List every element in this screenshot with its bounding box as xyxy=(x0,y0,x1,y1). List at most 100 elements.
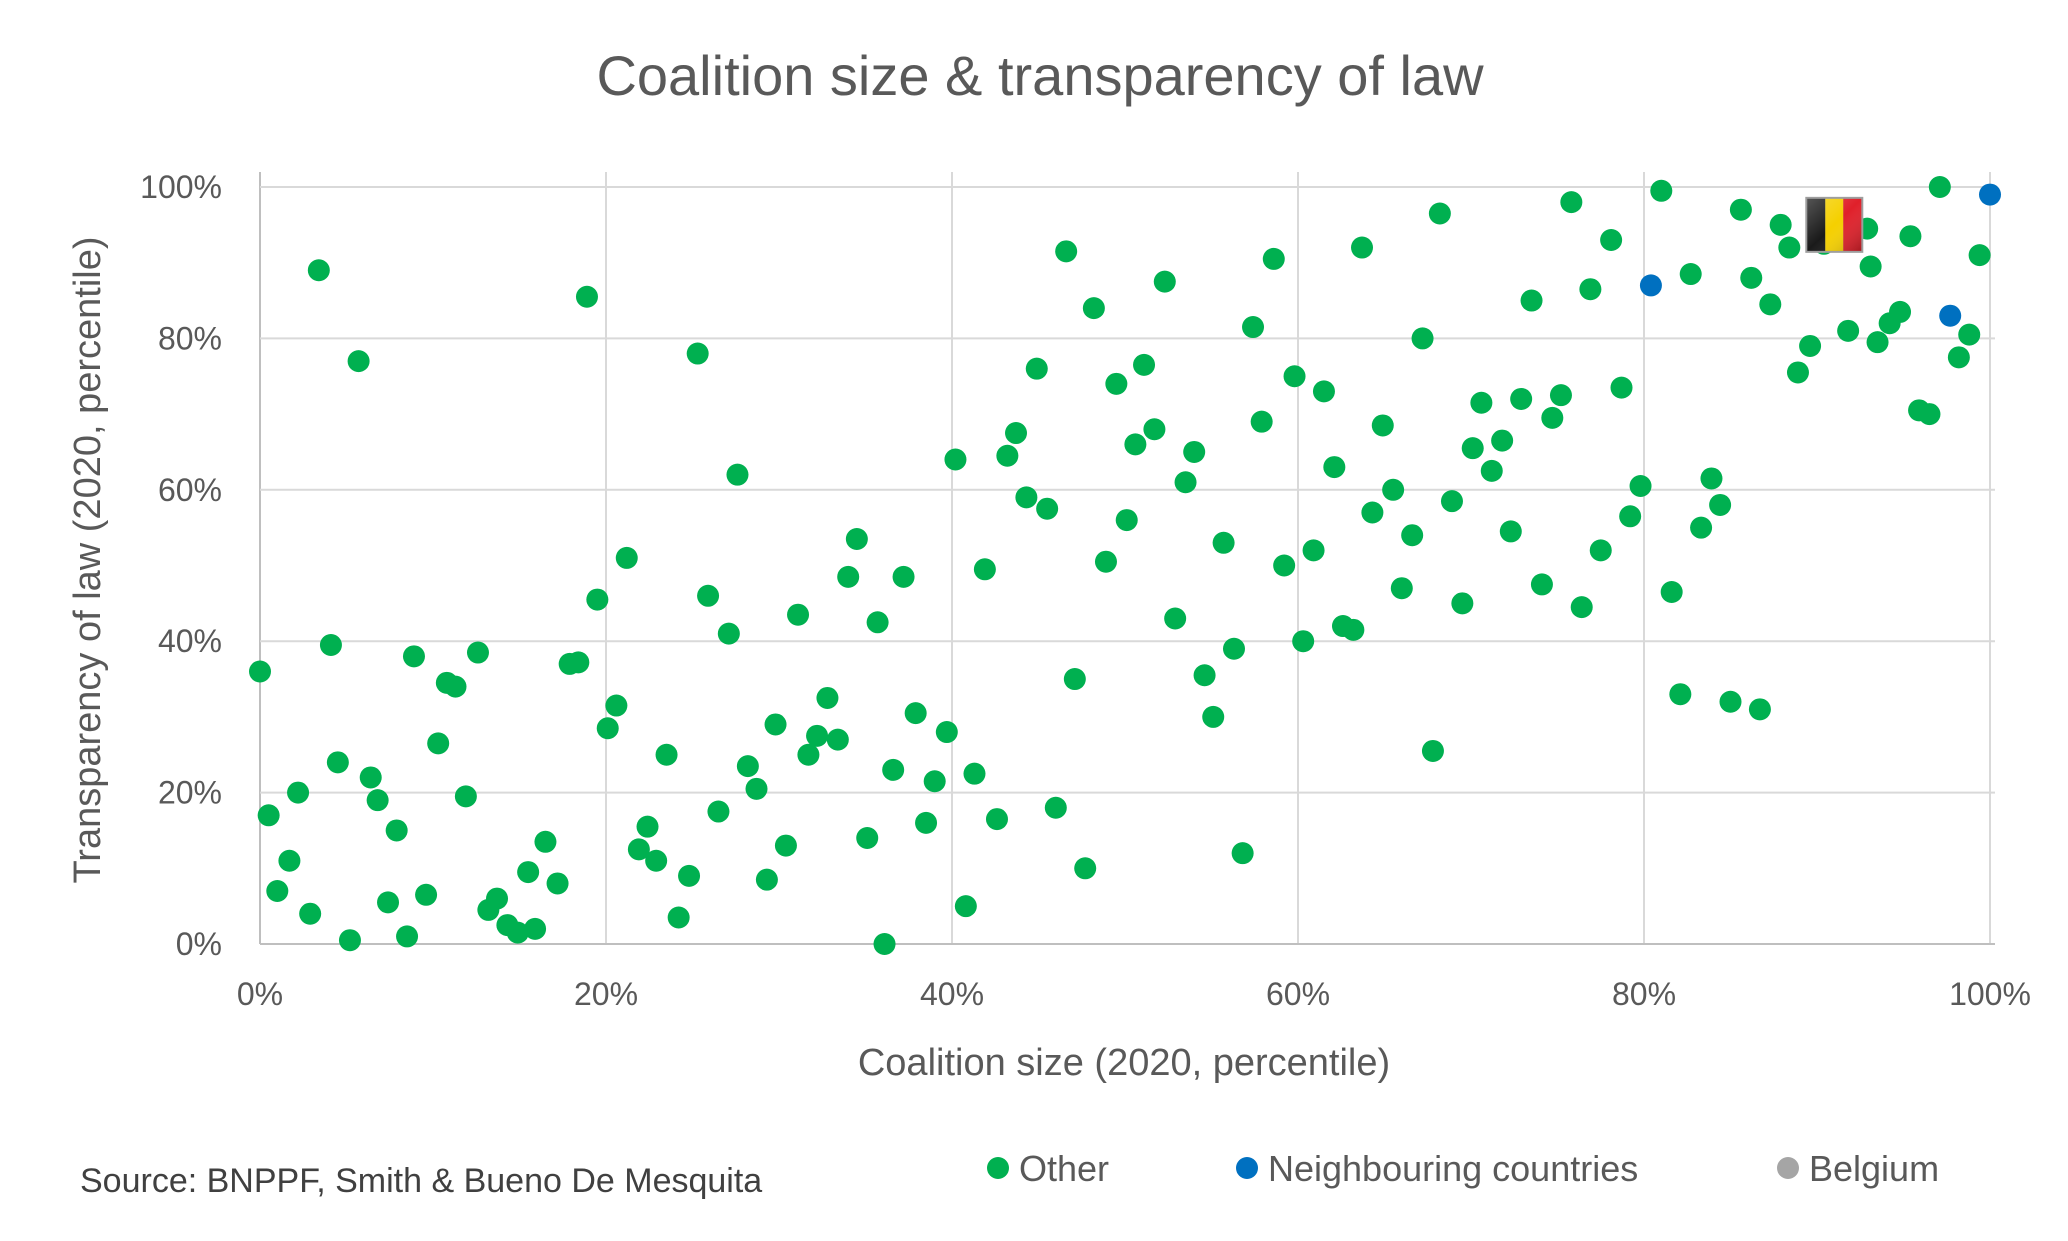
point-other xyxy=(1769,213,1792,236)
point-other xyxy=(506,921,529,944)
point-other xyxy=(1928,176,1951,198)
point-other xyxy=(996,444,1019,467)
point-other xyxy=(1044,796,1067,819)
source-note: Source: BNPPF, Smith & Bueno De Mesquita xyxy=(80,1162,762,1200)
point-other xyxy=(1461,437,1484,460)
point-other xyxy=(444,675,467,698)
point-other xyxy=(707,800,730,823)
y-tick-label: 60% xyxy=(158,472,222,508)
y-tick-label: 100% xyxy=(140,169,222,205)
point-other xyxy=(963,762,986,785)
point-other xyxy=(1273,554,1296,577)
point-other xyxy=(973,558,996,581)
belgium-flag-icon xyxy=(1805,196,1864,253)
point-other xyxy=(686,342,709,365)
point-other xyxy=(1401,524,1424,547)
point-other xyxy=(1283,365,1306,388)
point-other xyxy=(1610,376,1633,399)
point-other xyxy=(266,880,289,903)
point-other xyxy=(655,743,678,766)
point-other xyxy=(645,849,668,872)
point-other xyxy=(517,861,540,884)
x-axis-title: Coalition size (2020, percentile) xyxy=(858,1042,1390,1084)
point-other xyxy=(1055,240,1078,263)
point-other xyxy=(299,902,322,925)
point-other xyxy=(1222,637,1245,660)
point-other xyxy=(1619,505,1642,528)
x-tick-label: 80% xyxy=(1612,976,1676,1012)
point-other xyxy=(717,622,740,645)
point-other xyxy=(427,732,450,755)
point-other xyxy=(1250,410,1273,433)
point-other xyxy=(774,834,797,857)
point-other xyxy=(278,849,301,872)
point-other xyxy=(944,448,967,471)
x-tick-label: 60% xyxy=(1266,976,1330,1012)
point-other xyxy=(396,925,419,948)
point-other xyxy=(1690,516,1713,539)
point-other xyxy=(605,694,628,717)
point-other xyxy=(1451,592,1474,615)
point-other xyxy=(1719,690,1742,713)
point-other xyxy=(1740,266,1763,289)
point-other xyxy=(1947,346,1970,369)
point-other xyxy=(1382,478,1405,501)
point-other xyxy=(1499,520,1522,543)
point-other xyxy=(1174,471,1197,494)
point-other xyxy=(1899,225,1922,248)
point-other xyxy=(338,929,361,952)
point-other xyxy=(678,864,701,887)
y-axis-title: Transparency of law (2020, percentile) xyxy=(67,236,109,883)
point-other xyxy=(736,755,759,778)
point-other xyxy=(257,804,280,827)
point-other xyxy=(546,872,569,895)
point-neighbouring-countries xyxy=(1639,274,1662,297)
point-other xyxy=(586,588,609,611)
point-other xyxy=(366,789,389,812)
point-other xyxy=(1292,630,1315,653)
point-other xyxy=(1579,278,1602,301)
point-other xyxy=(904,702,927,725)
point-other xyxy=(1025,357,1048,380)
point-other xyxy=(745,777,768,800)
point-other xyxy=(287,781,310,804)
point-other xyxy=(1520,289,1543,312)
point-other xyxy=(1115,509,1138,532)
point-other xyxy=(764,713,787,736)
y-tick-label: 40% xyxy=(158,623,222,659)
x-tick-label: 20% xyxy=(574,976,638,1012)
point-other xyxy=(892,565,915,588)
point-other xyxy=(575,285,598,308)
point-other xyxy=(1510,387,1533,410)
point-other xyxy=(1351,236,1374,259)
point-other xyxy=(1342,618,1365,641)
point-other xyxy=(1859,255,1882,278)
point-other xyxy=(347,350,370,373)
point-other xyxy=(1371,414,1394,437)
point-other xyxy=(249,660,271,683)
point-other xyxy=(787,603,810,626)
point-other xyxy=(866,611,889,634)
point-other xyxy=(1958,323,1981,346)
point-other xyxy=(1202,705,1225,728)
legend-marker-belgium xyxy=(1777,1157,1799,1179)
point-other xyxy=(415,883,438,906)
point-other xyxy=(1530,573,1553,596)
point-other xyxy=(1428,202,1451,225)
point-other xyxy=(1549,384,1572,407)
point-other xyxy=(1799,334,1822,357)
point-other xyxy=(726,463,749,486)
point-other xyxy=(755,868,778,891)
point-other xyxy=(1323,456,1346,479)
point-other xyxy=(1709,493,1732,516)
point-other xyxy=(1312,380,1335,403)
point-other xyxy=(845,528,868,551)
point-other xyxy=(1729,198,1752,221)
point-other xyxy=(667,906,690,929)
point-other xyxy=(567,651,590,674)
point-other xyxy=(627,838,650,861)
point-other xyxy=(615,546,638,569)
legend: Other Neighbouring countries Belgium xyxy=(987,1148,1939,1189)
point-other xyxy=(1212,531,1235,554)
point-other xyxy=(466,641,489,664)
